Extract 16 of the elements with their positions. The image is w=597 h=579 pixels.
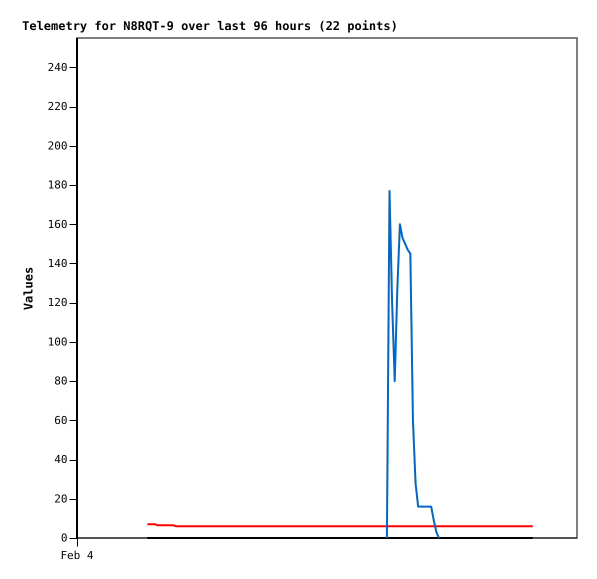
y-tick-label: 60 [54,414,68,427]
y-axis-title: Values [22,266,36,310]
y-tick-label: 160 [48,218,68,231]
y-tick-label: 180 [48,178,68,192]
y-tick-label: 140 [48,256,68,270]
text: Feb 4 [60,549,94,562]
y-tick-label: 240 [48,60,68,74]
chart-title: Telemetry for N8RQT-9 over last 96 hours (22 points) [22,19,398,33]
y-tick-label: 20 [54,492,68,506]
y-tick-label: 120 [48,296,68,310]
y-tick-label: 40 [54,453,68,466]
y-tick-label: 100 [48,335,68,348]
y-tick-label: 0 [60,532,68,544]
y-tick-label: 80 [54,374,68,388]
y-tick-label: 200 [48,139,68,152]
y-tick-label: 220 [48,100,68,114]
